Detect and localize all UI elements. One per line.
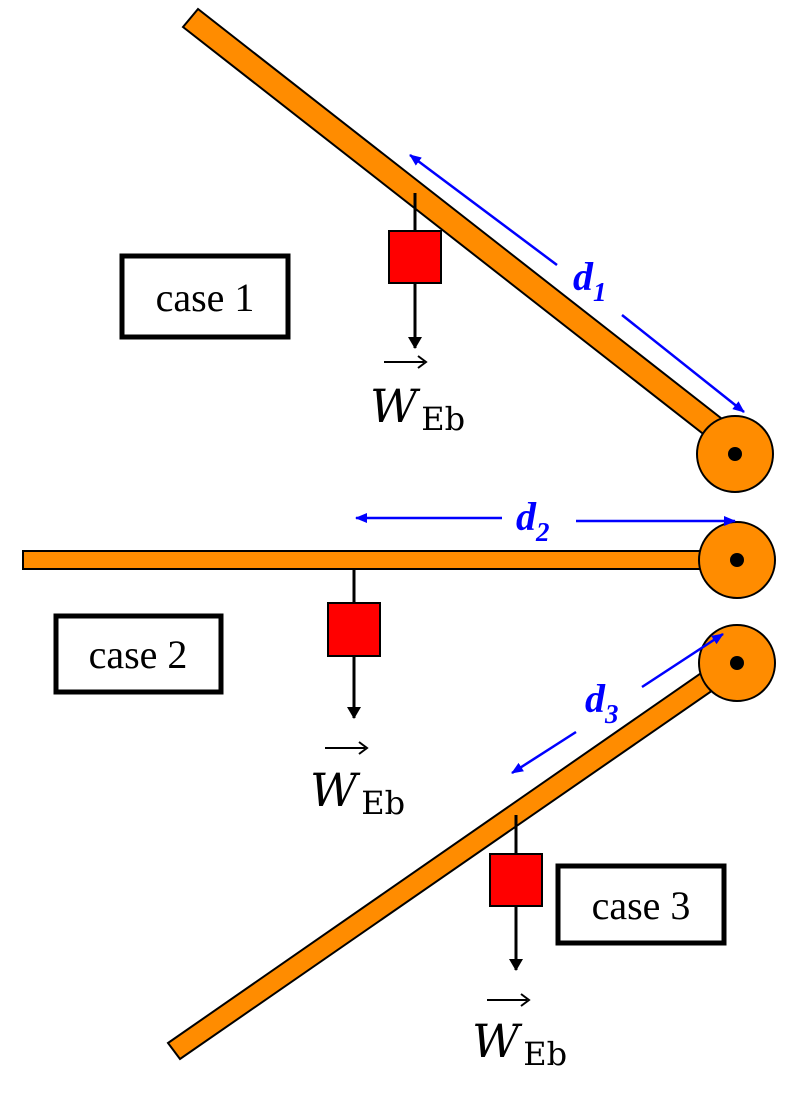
case-3-dimension-arrow-up (641, 632, 724, 689)
case-3-dimension-arrow-down (511, 730, 577, 775)
case-2-label: case 2 (89, 632, 188, 677)
case-3-label-box (555, 863, 727, 946)
case-1-group: d1 W Eb case 1 (119, 7, 774, 493)
case-1-dimension-arrow-left (409, 153, 558, 267)
case-2-distance-label: d2 (516, 494, 550, 547)
case-2-rod (22, 550, 736, 570)
case-2-block (327, 602, 381, 657)
case-1-pivot-pin (728, 447, 742, 461)
case-3-rod (166, 651, 744, 1061)
case-3-group: d3 W Eb case 3 (166, 624, 776, 1073)
case-3-weight-label: W Eb (472, 993, 567, 1073)
case-3-block (489, 853, 543, 907)
case-2-weight-label: W Eb (310, 741, 405, 822)
case-1-dimension-arrow-right (621, 314, 745, 413)
case-2-group: d2 W Eb case 2 (22, 494, 776, 822)
svg-text:WEb: W Eb (370, 379, 465, 438)
case-1-label-box (119, 253, 291, 340)
case-1-weight-label: W Eb (370, 355, 465, 438)
case-3-label: case 3 (592, 883, 691, 928)
case-1-distance-label: d1 (573, 254, 607, 307)
case-3-distance-label: d3 (585, 676, 619, 729)
case-1-block (388, 230, 442, 284)
svg-text:WEb: W Eb (472, 1014, 567, 1073)
case-1-label: case 1 (156, 275, 255, 320)
case-2-pivot-pin (730, 553, 744, 567)
case-1-rod (181, 7, 751, 460)
svg-text:WEb: W Eb (310, 763, 405, 822)
case-3-pivot-pin (730, 656, 744, 670)
case-2-label-box (53, 613, 224, 695)
